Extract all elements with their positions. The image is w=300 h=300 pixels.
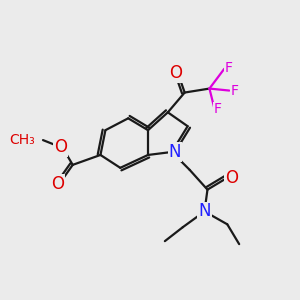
Text: N: N [169, 143, 181, 161]
Text: N: N [198, 202, 211, 220]
Text: F: F [213, 102, 221, 116]
Text: F: F [224, 61, 232, 75]
Text: CH₃: CH₃ [9, 133, 35, 147]
Text: O: O [169, 64, 182, 82]
Text: O: O [51, 175, 64, 193]
Text: F: F [230, 84, 238, 98]
Text: O: O [225, 169, 238, 187]
Text: O: O [54, 138, 67, 156]
